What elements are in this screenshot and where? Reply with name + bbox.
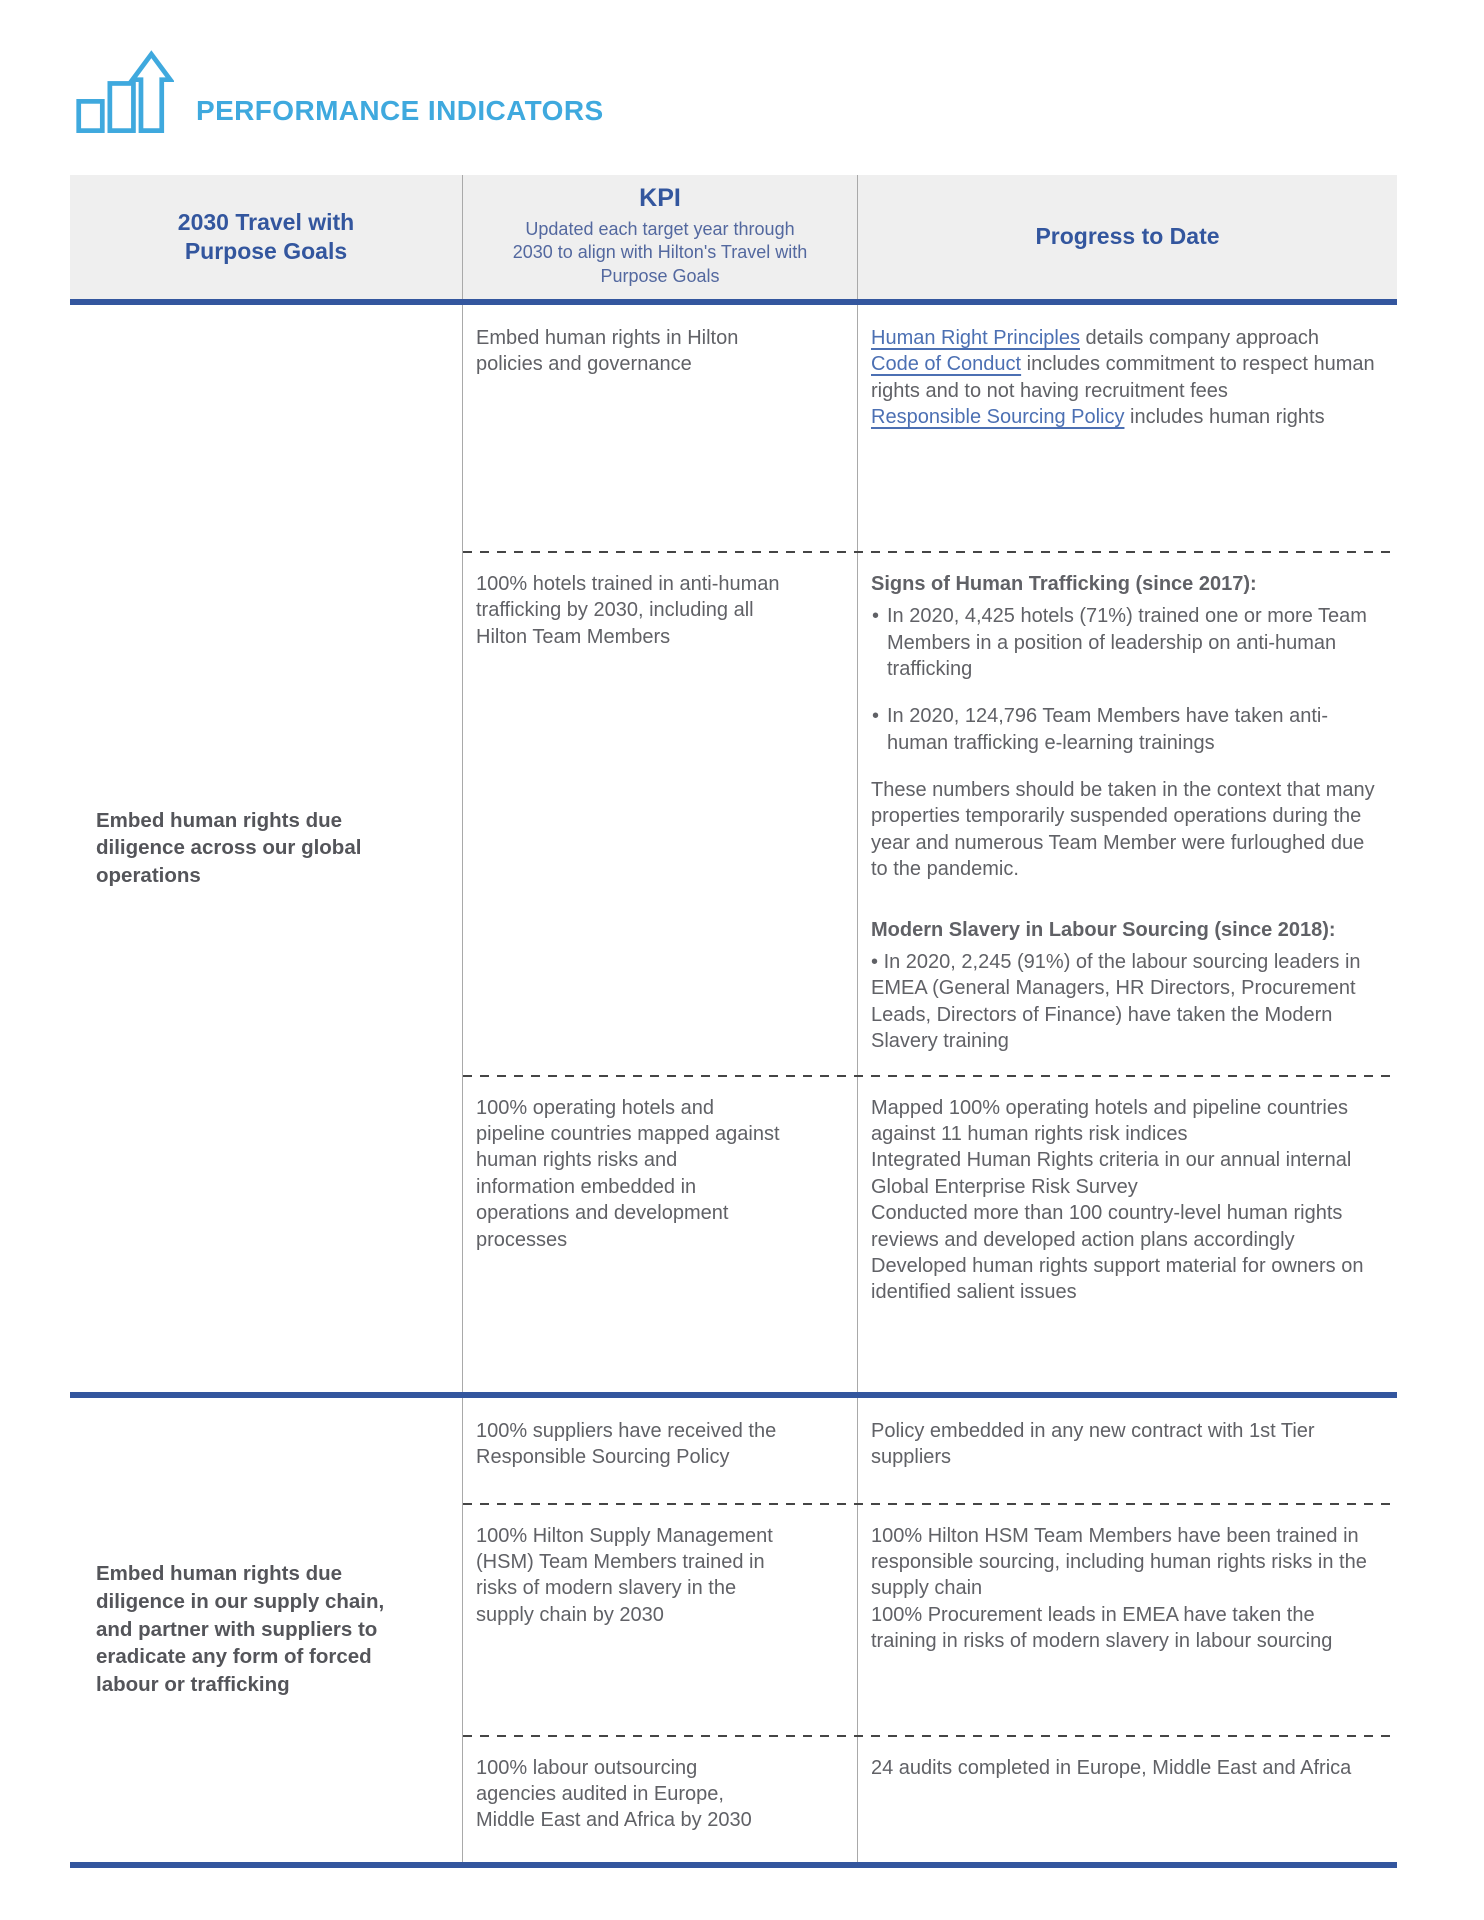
goals-column-header: 2030 Travel with Purpose Goals <box>70 175 463 299</box>
progress-paragraph: Code of Conduct includes commitment to r… <box>871 351 1383 404</box>
progress-cell: 24 audits completed in Europe, Middle Ea… <box>858 1735 1397 1862</box>
kpi-column-header-label: KPI <box>639 184 681 212</box>
responsible-sourcing-policy-link[interactable]: Responsible Sourcing Policy <box>871 405 1125 428</box>
code-of-conduct-link[interactable]: Code of Conduct <box>871 353 1022 376</box>
table-row: 100% hotels trained in anti-human traffi… <box>463 550 1397 1075</box>
goal-cell: Embed human rights due diligence in our … <box>70 1397 463 1862</box>
kpi-text: 100% suppliers have received the Respons… <box>476 1419 777 1468</box>
kpi-text: 100% operating hotels and pipeline count… <box>476 1096 780 1251</box>
kpi-text: Embed human rights in Hilton policies an… <box>476 326 739 376</box>
progress-paragraph: These numbers should be taken in the con… <box>871 779 1375 881</box>
kpi-text: 100% Hilton Supply Management (HSM) Team… <box>476 1524 773 1626</box>
header-divider-rule <box>70 298 1397 305</box>
goal-row-global-operations: Embed human rights due diligence across … <box>70 304 1397 1392</box>
progress-paragraph: 100% Procurement leads in EMEA have take… <box>871 1603 1333 1653</box>
table-row: 100% suppliers have received the Respons… <box>463 1397 1397 1503</box>
kpi-cell: 100% Hilton Supply Management (HSM) Team… <box>463 1502 858 1735</box>
progress-paragraph: Developed human rights support material … <box>871 1254 1364 1304</box>
progress-text: includes human rights <box>1124 405 1325 428</box>
progress-cell: Policy embedded in any new contract with… <box>858 1398 1397 1503</box>
goal-text: Embed human rights due diligence across … <box>96 808 362 888</box>
progress-column-header-label: Progress to Date <box>1035 223 1220 250</box>
kpi-text: 100% labour outsourcing agencies audited… <box>476 1756 752 1832</box>
table-row: 100% operating hotels and pipeline count… <box>463 1074 1397 1392</box>
goal-cell: Embed human rights due diligence across … <box>70 304 463 1392</box>
human-right-principles-link[interactable]: Human Right Principles <box>871 326 1080 349</box>
progress-bullet: In 2020, 4,425 hotels (71%) trained one … <box>871 603 1383 682</box>
progress-paragraph: 24 audits completed in Europe, Middle Ea… <box>871 1756 1352 1779</box>
progress-cell: Signs of Human Trafficking (since 2017):… <box>858 551 1397 1075</box>
progress-paragraph: Mapped 100% operating hotels and pipelin… <box>871 1096 1349 1145</box>
page-title: PERFORMANCE INDICATORS <box>196 95 604 126</box>
table-row: 100% Hilton Supply Management (HSM) Team… <box>463 1502 1397 1735</box>
kpi-column-header: KPI Updated each target year through 203… <box>463 175 858 299</box>
progress-bullet: In 2020, 124,796 Team Members have taken… <box>871 703 1383 756</box>
progress-cell: Human Right Principles details company a… <box>858 305 1397 551</box>
progress-paragraph: Responsible Sourcing Policy includes hum… <box>871 404 1383 430</box>
progress-paragraph: 100% Hilton HSM Team Members have been t… <box>871 1524 1367 1600</box>
kpi-cell: 100% suppliers have received the Respons… <box>463 1397 858 1503</box>
page-header: PERFORMANCE INDICATORS <box>0 0 1484 137</box>
progress-text: includes commitment to respect human rig… <box>871 353 1375 402</box>
goal-text: Embed human rights due diligence in our … <box>96 1562 385 1697</box>
table-row: Embed human rights in Hilton policies an… <box>463 304 1397 551</box>
table-row: 100% labour outsourcing agencies audited… <box>463 1734 1397 1862</box>
progress-paragraph: Human Right Principles details company a… <box>871 325 1383 351</box>
progress-column-header: Progress to Date <box>858 175 1397 299</box>
bottom-rule <box>70 1861 1397 1868</box>
goals-column-header-label: 2030 Travel with Purpose Goals <box>177 209 355 264</box>
progress-bullet: In 2020, 2,245 (91%) of the labour sourc… <box>871 949 1383 1055</box>
goal-subrows: Embed human rights in Hilton policies an… <box>463 304 1397 1392</box>
kpi-text: 100% hotels trained in anti-human traffi… <box>476 572 780 648</box>
goal-subrows: 100% suppliers have received the Respons… <box>463 1397 1397 1862</box>
progress-cell: Mapped 100% operating hotels and pipelin… <box>858 1075 1397 1392</box>
kpi-cell: 100% operating hotels and pipeline count… <box>463 1074 858 1392</box>
kpi-column-header-note: Updated each target year through 2030 to… <box>512 218 808 287</box>
bar-chart-growth-icon <box>76 50 174 133</box>
kpi-cell: 100% labour outsourcing agencies audited… <box>463 1734 858 1862</box>
goal-row-supply-chain: Embed human rights due diligence in our … <box>70 1397 1397 1862</box>
kpi-cell: 100% hotels trained in anti-human traffi… <box>463 550 858 1075</box>
progress-text: details company approach <box>1079 326 1320 349</box>
row-divider-rule <box>70 1391 1397 1398</box>
progress-heading: Signs of Human Trafficking (since 2017): <box>871 572 1257 595</box>
progress-heading: Modern Slavery in Labour Sourcing (since… <box>871 918 1336 941</box>
progress-paragraph: Policy embedded in any new contract with… <box>871 1419 1315 1468</box>
progress-cell: 100% Hilton HSM Team Members have been t… <box>858 1503 1397 1735</box>
performance-indicators-table: 2030 Travel with Purpose Goals KPI Updat… <box>70 175 1397 1868</box>
kpi-cell: Embed human rights in Hilton policies an… <box>463 304 858 551</box>
progress-paragraph: Integrated Human Rights criteria in our … <box>871 1149 1352 1198</box>
table-header-row: 2030 Travel with Purpose Goals KPI Updat… <box>70 175 1397 299</box>
progress-paragraph: Conducted more than 100 country-level hu… <box>871 1202 1343 1251</box>
